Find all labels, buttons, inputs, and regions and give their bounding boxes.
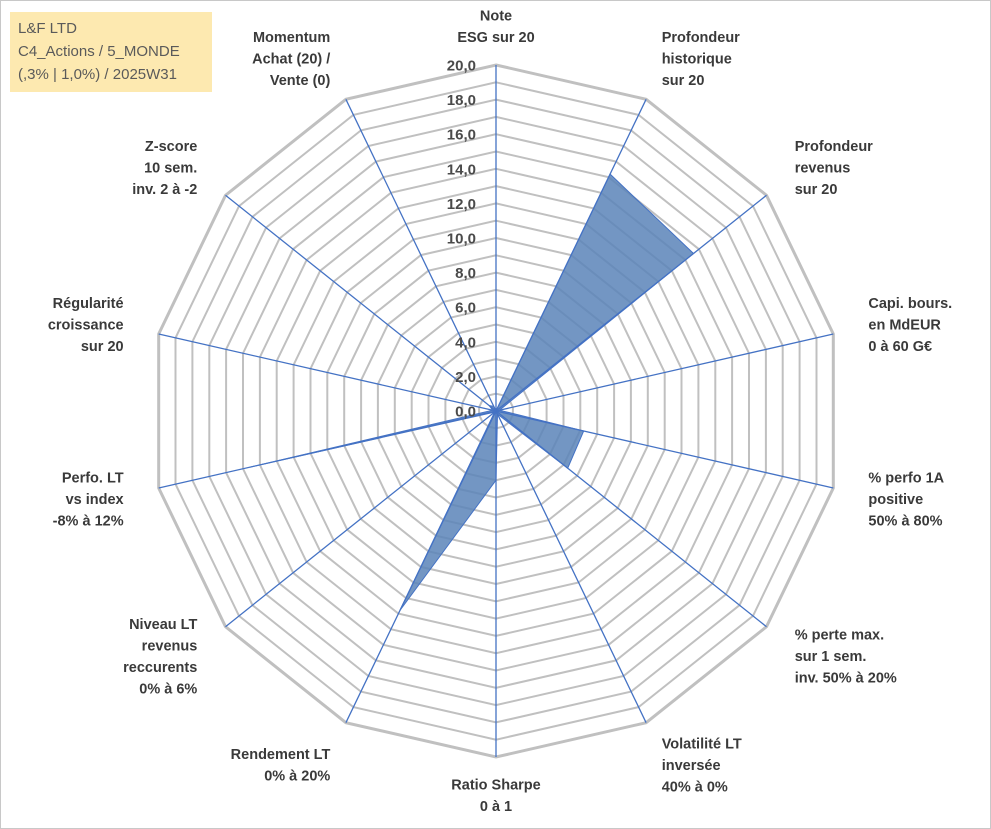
axis-label-line: vs index xyxy=(66,492,124,508)
tick-label: 4,0 xyxy=(455,334,476,351)
axis-spoke xyxy=(495,410,834,489)
axis-label-line: croissance xyxy=(48,318,124,334)
info-box: L&F LTD C4_Actions / 5_MONDE (,3% | 1,0%… xyxy=(10,12,212,92)
axis-label: Profondeur revenus sur 20 xyxy=(795,139,873,198)
axis-label: Momentum Achat (20) / Vente (0) xyxy=(252,30,330,89)
axis-label-line: inv. 2 à -2 xyxy=(132,182,197,198)
axis-label-line: Volatilité LT xyxy=(662,736,742,752)
axis-label: Ratio Sharpe 0 à 1 xyxy=(451,778,540,816)
axis-label-line: Capi. bours. xyxy=(868,296,952,312)
axis-label-line: sur 1 sem. xyxy=(795,649,867,665)
axis-label-line: Profondeur xyxy=(795,139,873,155)
axis-label-line: 40% à 0% xyxy=(662,779,728,795)
axis-label: Capi. bours. en MdEUR 0 à 60 G€ xyxy=(868,296,952,355)
axis-label-line: Vente (0) xyxy=(270,73,331,89)
tick-label: 10,0 xyxy=(447,231,476,248)
axis-label-line: 0 à 1 xyxy=(480,799,512,815)
spoke-layer xyxy=(158,65,834,757)
tick-label: 16,0 xyxy=(447,127,476,144)
axis-label: Niveau LT revenus reccurents 0% à 6% xyxy=(123,617,197,698)
axis-label-line: Niveau LT xyxy=(129,617,197,633)
tick-label: 14,0 xyxy=(447,161,476,178)
axis-label-line: sur 20 xyxy=(81,339,124,355)
axis-label-line: 0% à 6% xyxy=(139,681,197,697)
axis-spoke xyxy=(495,410,647,723)
axis-spoke xyxy=(495,333,834,412)
axis-label: Note ESG sur 20 xyxy=(457,9,534,47)
axis-label-line: 10 sem. xyxy=(144,160,197,176)
axis-spoke xyxy=(495,99,647,412)
axis-label-line: Note xyxy=(480,9,512,25)
tick-label: 6,0 xyxy=(455,300,476,317)
axis-label-line: inv. 50% à 20% xyxy=(795,671,897,687)
company-name: L&F LTD xyxy=(18,20,77,37)
axis-label-line: Ratio Sharpe xyxy=(451,778,540,794)
axis-label-line: ESG sur 20 xyxy=(457,30,534,46)
tick-label-layer: 0,0 2,0 4,0 6,0 8,0 10,0 12,0 14,0 16,0 18,0 20,0 xyxy=(447,58,476,421)
axis-label-line: revenus xyxy=(142,638,198,654)
tick-label: 2,0 xyxy=(455,369,476,386)
tick-label: 8,0 xyxy=(455,265,476,282)
axis-label: % perte max. sur 1 sem. inv. 50% à 20% xyxy=(795,628,897,687)
axis-label-line: en MdEUR xyxy=(868,318,941,334)
axis-label-line: Régularité xyxy=(53,296,124,312)
axis-label: % perfo 1A positive 50% à 80% xyxy=(868,471,944,530)
axis-label-line: sur 20 xyxy=(795,182,838,198)
portfolio-category: C4_Actions / 5_MONDE xyxy=(18,43,180,60)
axis-label-line: Rendement LT xyxy=(231,747,331,763)
tick-label: 12,0 xyxy=(447,196,476,213)
axis-label-layer: Note ESG sur 20 Profondeur historique sur 20… xyxy=(48,9,952,816)
axis-label-line: inversée xyxy=(662,758,721,774)
axis-label-line: revenus xyxy=(795,160,851,176)
axis-label-line: positive xyxy=(868,492,923,508)
axis-label-line: -8% à 12% xyxy=(53,514,124,530)
axis-label-line: 50% à 80% xyxy=(868,514,942,530)
axis-label-line: % perte max. xyxy=(795,628,884,644)
axis-label-line: 0 à 60 G€ xyxy=(868,339,932,355)
axis-label: Perfo. LT vs index -8% à 12% xyxy=(53,471,124,530)
axis-label-line: Z-score xyxy=(145,139,197,155)
axis-spoke xyxy=(158,333,497,412)
axis-label: Régularité croissance sur 20 xyxy=(48,296,124,355)
axis-spoke xyxy=(345,410,497,723)
axis-label-line: Momentum xyxy=(253,30,330,46)
axis-label: Profondeur historique sur 20 xyxy=(662,30,740,89)
axis-spoke xyxy=(225,194,497,412)
axis-label-line: Achat (20) / xyxy=(252,52,330,68)
axis-spoke xyxy=(495,194,767,412)
axis-label-line: Profondeur xyxy=(662,30,740,46)
tick-label: 0,0 xyxy=(455,404,476,421)
axis-label-line: % perfo 1A xyxy=(868,471,944,487)
tick-label: 18,0 xyxy=(447,92,476,109)
period-info: (,3% | 1,0%) / 2025W31 xyxy=(18,66,177,83)
axis-spoke xyxy=(345,99,497,412)
axis-label-line: 0% à 20% xyxy=(264,769,330,785)
axis-label-line: Perfo. LT xyxy=(62,471,124,487)
axis-spoke xyxy=(495,410,767,628)
axis-label: Z-score 10 sem. inv. 2 à -2 xyxy=(132,139,197,198)
axis-label-line: historique xyxy=(662,52,732,68)
axis-spoke xyxy=(158,410,497,489)
axis-label: Volatilité LT inversée 40% à 0% xyxy=(662,736,742,795)
tick-label: 20,0 xyxy=(447,58,476,75)
axis-spoke xyxy=(225,410,497,628)
axis-label-line: reccurents xyxy=(123,660,197,676)
axis-label: Rendement LT 0% à 20% xyxy=(231,747,331,785)
axis-label-line: sur 20 xyxy=(662,73,705,89)
